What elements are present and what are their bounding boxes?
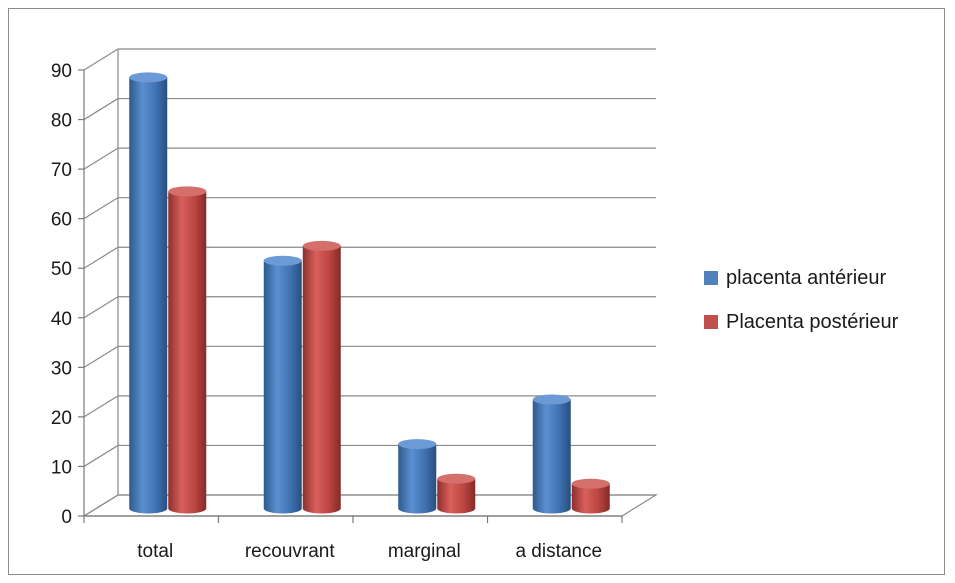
bar-body (129, 77, 168, 514)
y-tick-label: 40 (51, 309, 72, 330)
gridline-side (83, 98, 119, 121)
bar-top (437, 473, 476, 484)
y-tick-label: 0 (61, 507, 72, 528)
x-tick-label: a distance (515, 541, 602, 562)
legend-swatch (704, 315, 718, 329)
bar-top (571, 478, 610, 489)
legend-label: placenta antérieur (726, 267, 886, 289)
bar-top (168, 186, 207, 197)
gridline-side (83, 197, 119, 220)
y-tick-label: 50 (51, 259, 72, 280)
y-tick-label: 20 (51, 408, 72, 429)
x-tick-label: recouvrant (245, 541, 335, 562)
gridline-side (83, 444, 119, 467)
bar-0-1 (263, 255, 302, 514)
bar-top (532, 394, 571, 405)
bar-body (302, 245, 341, 514)
bar-body (571, 483, 610, 514)
bar-body (263, 260, 302, 514)
bar-0-2 (398, 439, 437, 514)
legend-swatch (704, 271, 718, 285)
chart-frame: 0 10 20 30 40 50 60 70 80 90 total recouvrant margin… (8, 8, 945, 575)
y-tick-label: 90 (51, 61, 72, 82)
bar-body (398, 444, 437, 514)
bar-1-2 (437, 473, 476, 514)
y-tick-label: 80 (51, 111, 72, 132)
gridline-side (83, 395, 119, 418)
bar-chart: 0 10 20 30 40 50 60 70 80 90 total recouvrant margin… (51, 48, 899, 562)
bar-0-0 (129, 72, 168, 514)
bar-top (263, 255, 302, 266)
bar-1-0 (168, 186, 207, 514)
bar-0-3 (532, 394, 571, 514)
gridline-side (83, 345, 119, 368)
x-tick-label: total (137, 541, 173, 562)
bar-top (302, 240, 341, 251)
gridline-side (83, 48, 119, 71)
gridline-side (83, 296, 119, 319)
y-tick-label: 60 (51, 210, 72, 231)
bar-top (129, 72, 168, 83)
x-tick-label: marginal (388, 541, 461, 562)
y-tick-label: 70 (51, 160, 72, 181)
bar-body (532, 399, 571, 514)
bar-1-3 (571, 478, 610, 514)
bar-body (168, 191, 207, 514)
y-tick-label: 30 (51, 358, 72, 379)
y-tick-label: 10 (51, 457, 72, 478)
bar-1-1 (302, 240, 341, 514)
gridline-side (83, 147, 119, 170)
legend-label: Placenta postérieur (726, 311, 899, 333)
bar-body (437, 478, 476, 514)
gridline-side (83, 246, 119, 269)
bar-top (398, 439, 437, 450)
